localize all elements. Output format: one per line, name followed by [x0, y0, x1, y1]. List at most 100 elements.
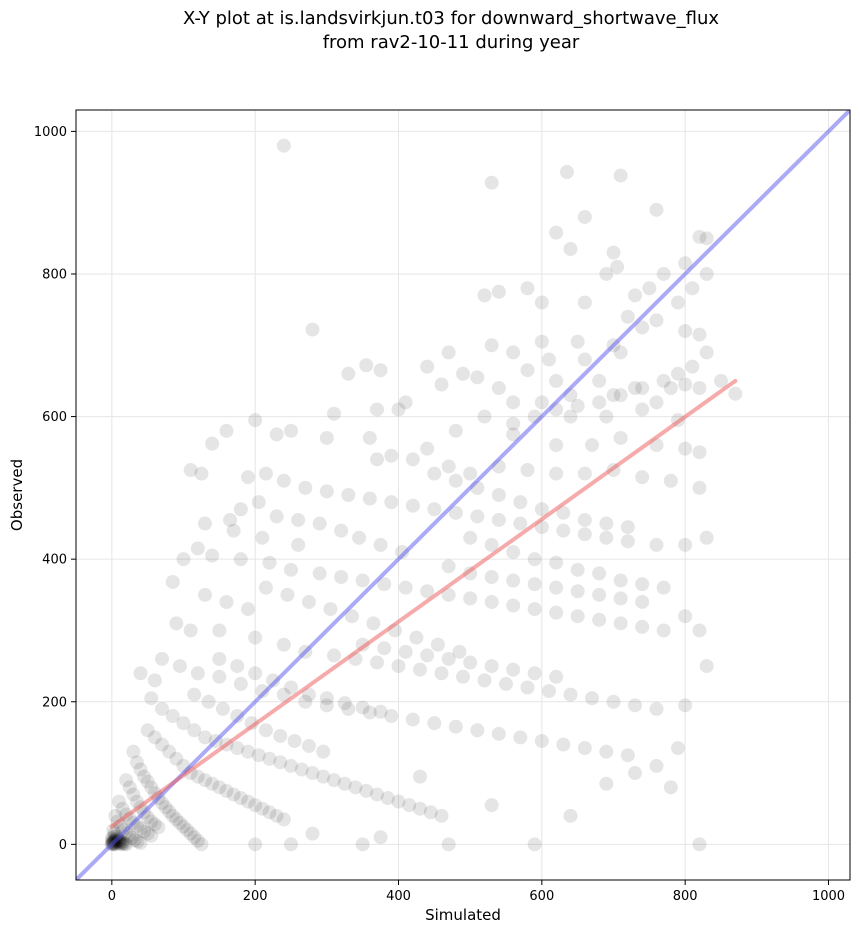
scatter-point	[373, 704, 388, 719]
scatter-point	[269, 509, 284, 524]
scatter-point	[592, 395, 607, 410]
scatter-point	[155, 651, 169, 666]
scatter-point	[219, 594, 234, 609]
scatter-point	[470, 509, 485, 524]
scatter-point	[190, 769, 205, 784]
scatter-point	[635, 594, 650, 609]
scatter-point	[198, 730, 212, 745]
scatter-point	[298, 694, 313, 709]
scatter-point	[577, 512, 592, 527]
scatter-point	[377, 577, 392, 592]
scatter-point	[201, 694, 216, 709]
scatter-point	[165, 808, 180, 823]
scatter-point	[656, 623, 671, 638]
scatter-point	[549, 669, 564, 684]
scatter-point	[133, 821, 148, 836]
scatter-point	[266, 673, 281, 688]
y-tick-label: 400	[42, 553, 67, 568]
scatter-point	[248, 630, 263, 645]
scatter-point	[685, 359, 700, 374]
scatter-point	[391, 659, 406, 674]
scatter-point	[559, 165, 574, 180]
scatter-point	[577, 209, 592, 224]
scatter-point	[137, 769, 152, 784]
scatter-point	[162, 744, 177, 759]
scatter-point	[692, 381, 707, 396]
scatter-point	[241, 602, 255, 617]
scatter-point	[233, 676, 248, 691]
scatter-point	[133, 762, 148, 777]
scatter-point	[599, 776, 614, 791]
scatter-point	[613, 573, 628, 588]
scatter-point	[577, 741, 592, 756]
scatter-point	[334, 523, 349, 538]
scatter-point	[506, 545, 521, 560]
scatter-point	[276, 812, 291, 827]
scatter-point	[506, 345, 521, 360]
scatter-point	[172, 815, 187, 830]
scatter-point	[434, 377, 449, 392]
scatter-point	[262, 805, 277, 820]
scatter-point	[577, 352, 592, 367]
scatter-point	[291, 537, 306, 552]
scatter-point	[570, 562, 585, 577]
scatter-point	[205, 436, 220, 451]
x-tick-label: 0	[108, 889, 116, 904]
scatter-point	[251, 748, 266, 763]
scatter-point	[613, 430, 628, 445]
scatter-point	[398, 644, 413, 659]
scatter-point	[151, 820, 166, 835]
scatter-point	[116, 835, 131, 850]
scatter-point	[127, 833, 142, 848]
identity-line	[76, 110, 850, 880]
scatter-point	[599, 516, 614, 531]
plot-frame	[75, 109, 851, 881]
scatter-point	[251, 495, 266, 510]
scatter-point	[448, 423, 463, 438]
scatter-point	[420, 584, 435, 599]
scatter-point	[520, 463, 535, 478]
scatter-point	[269, 808, 284, 823]
scatter-point	[527, 666, 542, 681]
scatter-point	[656, 266, 671, 281]
scatter-point	[233, 791, 248, 806]
scatter-point	[130, 834, 145, 849]
scatter-point	[549, 466, 564, 481]
scatter-point	[441, 651, 456, 666]
scatter-point	[549, 555, 564, 570]
scatter-point	[319, 430, 334, 445]
scatter-point	[337, 696, 352, 711]
scatter-point	[109, 829, 124, 844]
scatter-point	[319, 698, 334, 713]
scatter-point	[585, 438, 599, 453]
scatter-point	[269, 427, 284, 442]
y-tick-label: 800	[42, 267, 67, 282]
scatter-point	[106, 823, 121, 838]
scatter-point	[305, 826, 320, 841]
scatter-point	[312, 516, 327, 531]
scatter-point	[663, 473, 678, 488]
scatter-point	[284, 758, 298, 773]
scatter-point	[620, 520, 635, 535]
x-axis-ticks: 0 200 400 600 800 1000	[108, 880, 845, 904]
scatter-point	[129, 755, 144, 770]
x-tick-label: 800	[673, 889, 698, 904]
scatter-point	[534, 295, 549, 310]
scatter-point	[527, 552, 542, 567]
scatter-point	[678, 377, 693, 392]
scatter-point	[448, 473, 463, 488]
scatter-point	[108, 837, 123, 852]
y-tick-label: 600	[42, 410, 67, 425]
scatter-point	[405, 498, 420, 513]
scatter-point	[144, 814, 159, 829]
scatter-point	[491, 284, 506, 299]
scatter-point	[370, 655, 384, 670]
scatter-point	[398, 395, 413, 410]
scatter-point	[484, 537, 499, 552]
scatter-point	[635, 381, 650, 396]
scatter-point	[169, 751, 184, 766]
scatter-point	[606, 388, 621, 403]
scatter-point	[362, 705, 377, 720]
scatter-point	[248, 798, 263, 813]
